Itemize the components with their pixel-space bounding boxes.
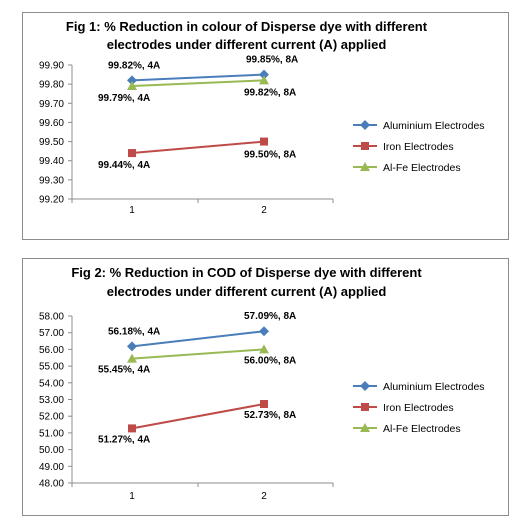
chart-2-series-2-point <box>260 400 268 409</box>
chart-2-series-3-data-label: 55.45%, 4A <box>98 365 150 376</box>
chart-2-legend-marker <box>360 381 370 391</box>
chart-2-series-2-data-label: 51.27%, 4A <box>98 434 150 445</box>
chart-1-legend-marker <box>360 120 370 130</box>
chart-1-y-tick-label: 99.50 <box>39 137 64 148</box>
chart-2-x-tick-label: 2 <box>261 491 267 502</box>
chart-2-x-tick-label: 1 <box>129 491 135 502</box>
chart-1-series-3-point <box>259 75 269 85</box>
chart-2-series-1-point <box>259 326 269 337</box>
chart-1-y-tick-label: 99.60 <box>39 118 64 129</box>
chart-2-legend-entry: Al-Fe Electrodes <box>383 423 461 435</box>
chart-1-legend-entry: Iron Electrodes <box>383 141 454 153</box>
chart-2-y-tick-label: 48.00 <box>39 479 64 490</box>
chart-1-series-1-point <box>259 69 269 80</box>
chart-2-series-2-point <box>128 424 136 433</box>
chart-1-y-tick-label: 99.30 <box>39 175 64 186</box>
chart-1-series-3-point <box>127 81 137 91</box>
chart-1-series-2-data-label: 99.44%, 4A <box>98 160 150 171</box>
chart-2-y-tick-label: 52.00 <box>39 412 64 423</box>
chart-1-series-1-line <box>131 73 265 82</box>
chart-2-series-1-data-label: 57.09%, 8A <box>244 311 296 322</box>
chart-1-series-2-line <box>131 140 265 155</box>
chart-1-y-tick-label: 99.90 <box>39 61 64 72</box>
chart-1-legend-marker <box>361 142 369 150</box>
chart-1-y-tick-label: 99.20 <box>39 195 64 206</box>
chart-2-legend-marker <box>361 403 369 411</box>
chart-2: Fig 2: % Reduction in COD of Disperse dy… <box>22 258 509 516</box>
chart-2-series-1-data-label: 56.18%, 4A <box>108 326 160 337</box>
chart-1-legend-marker <box>360 162 370 171</box>
chart-2-y-tick-label: 49.00 <box>39 462 64 473</box>
chart-2-series-1-point <box>127 341 137 352</box>
chart-1-series-3-data-label: 99.82%, 8A <box>244 87 296 98</box>
chart-1-series-3-data-label: 99.79%, 4A <box>98 93 150 104</box>
chart-1-svg: Fig 1: % Reduction in colour of Disperse… <box>39 19 485 216</box>
chart-1-series-3-line <box>131 79 265 88</box>
chart-2-legend-marker <box>360 423 370 432</box>
chart-2-y-tick-label: 56.00 <box>39 345 64 356</box>
chart-1: Fig 1: % Reduction in colour of Disperse… <box>22 12 509 240</box>
chart-1-series-2-point <box>128 149 136 158</box>
chart-1-series-2-point <box>260 137 268 146</box>
chart-1-y-tick-label: 99.70 <box>39 99 64 110</box>
chart-2-y-tick-label: 51.00 <box>39 428 64 439</box>
chart-2-legend-entry: Iron Electrodes <box>383 402 454 414</box>
chart-2-series-3-point <box>259 344 269 354</box>
chart-1-series-1-data-label: 99.85%, 8A <box>246 55 298 66</box>
chart-2-y-tick-label: 53.00 <box>39 395 64 406</box>
chart-2-series-3-data-label: 56.00%, 8A <box>244 355 296 366</box>
chart-2-svg: Fig 2: % Reduction in COD of Disperse dy… <box>39 265 485 502</box>
chart-2-y-tick-label: 58.00 <box>39 312 64 323</box>
chart-1-legend-entry: Al-Fe Electrodes <box>383 162 461 174</box>
chart-2-y-tick-label: 50.00 <box>39 445 64 456</box>
chart-2-title-line-1: Fig 2: % Reduction in COD of Disperse dy… <box>71 265 422 280</box>
chart-1-x-tick-label: 1 <box>129 205 135 216</box>
chart-2-series-2-data-label: 52.73%, 8A <box>244 410 296 421</box>
chart-1-title-line-1: Fig 1: % Reduction in colour of Disperse… <box>66 19 428 34</box>
chart-2-series-2-line <box>131 403 265 430</box>
chart-1-series-1-point <box>127 75 137 86</box>
chart-2-title-line-2: electrodes under different current (A) a… <box>107 284 387 299</box>
chart-1-y-tick-label: 99.40 <box>39 156 64 167</box>
chart-2-series-3-point <box>127 353 137 363</box>
chart-1-x-tick-label: 2 <box>261 205 267 216</box>
chart-2-y-tick-label: 57.00 <box>39 328 64 339</box>
chart-2-series-3-line <box>131 348 265 360</box>
chart-1-y-tick-label: 99.80 <box>39 80 64 91</box>
chart-2-y-tick-label: 55.00 <box>39 362 64 373</box>
chart-1-series-2-data-label: 99.50%, 8A <box>244 150 296 161</box>
chart-1-series-1-data-label: 99.82%, 4A <box>108 60 160 71</box>
chart-1-legend-entry: Aluminium Electrodes <box>383 120 485 132</box>
chart-2-series-1-line <box>131 330 265 348</box>
chart-2-legend-entry: Aluminium Electrodes <box>383 381 485 393</box>
chart-1-title-line-2: electrodes under different current (A) a… <box>107 37 387 52</box>
chart-2-y-tick-label: 54.00 <box>39 378 64 389</box>
